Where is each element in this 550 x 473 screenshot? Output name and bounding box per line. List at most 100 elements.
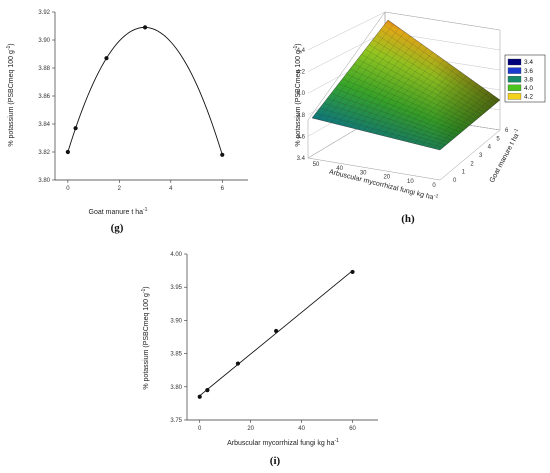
chart-h-z-tick-label: 3.6 [297, 134, 306, 140]
chart-g-x-tick-label: 2 [118, 186, 122, 192]
chart-h-legend-swatch [507, 58, 522, 66]
chart-h-y-axis-label: Goat manure t ha-1 [487, 128, 523, 184]
chart-i: 3.75 3.80 3.85 3.90 3.95 4.00 0 20 40 60 Arbuscul… [141, 252, 378, 467]
chart-h-x-tick-label: 50 [313, 162, 320, 168]
chart-g-data-point [73, 126, 78, 131]
chart-h-mesh-line [361, 54, 480, 118]
chart-g-x-tick-label: 4 [169, 186, 173, 192]
chart-g-y-tick-label: 3.88 [38, 66, 50, 72]
chart-i-data-point [197, 394, 202, 399]
chart-h-legend-label: 3.4 [524, 59, 533, 66]
chart-h-mesh-line [433, 95, 495, 149]
chart-h-x-tick-label: 0 [432, 183, 436, 189]
chart-h-x-tick-label: 40 [336, 166, 343, 172]
chart-h-y-tick-label: 5 [496, 136, 500, 142]
chart-g-fit-line [67, 26, 223, 155]
chart-g-axes: 3.80 3.82 3.84 3.86 3.88 3.90 3.92 0 2 4 6 [38, 10, 248, 192]
chart-h-grid-line [307, 11, 386, 51]
chart-h-mesh-line [365, 49, 483, 116]
chart-g: 3.80 3.82 3.84 3.86 3.88 3.90 3.92 0 2 4 6 Goat ma… [6, 10, 248, 234]
chart-g-x-tick-label: 0 [66, 186, 70, 192]
chart-i-data-point [274, 328, 279, 334]
chart-g-panel-label: (g) [111, 222, 124, 234]
chart-h-mesh-line [357, 59, 477, 121]
chart-g-data-point [220, 152, 225, 157]
chart-h-mesh-line [376, 34, 492, 108]
chart-i-data-point [350, 269, 355, 275]
chart-g-data-point [142, 25, 148, 30]
chart-h-y-tick-label: 0 [453, 178, 457, 184]
chart-h-mesh-line [368, 44, 486, 113]
chart-h-mesh-line [384, 24, 498, 103]
chart-h-x-tick-label: 10 [407, 179, 414, 185]
chart-h-z-axis-label: % potassium (PSBCmeq 100 g-1) [293, 43, 302, 146]
chart-h-surface-mesh [315, 23, 498, 149]
chart-g-x-tick-label: 6 [221, 186, 225, 192]
chart-h-mesh-line [375, 59, 445, 135]
chart-h-x-axis-label: Arbuscular mycorrhizal fungi kg ha-1 [328, 167, 439, 203]
chart-i-fit-line [199, 270, 353, 397]
chart-h-legend-label: 4.2 [524, 94, 533, 101]
chart-h-legend-swatch [507, 76, 522, 83]
chart-g-y-tick-label: 3.84 [38, 122, 50, 128]
chart-h-grid-line [307, 31, 386, 72]
chart-g-y-tick-label: 3.90 [38, 38, 50, 44]
chart-i-y-tick-label: 3.75 [170, 418, 182, 424]
chart-h-y-tick-label: 2 [470, 161, 474, 167]
chart-h-z-tick-label: 4.0 [297, 91, 306, 97]
chart-g-data-point [104, 56, 109, 61]
chart-i-y-tick-label: 4.00 [170, 252, 182, 258]
chart-h-y-tick-label: 1 [462, 170, 466, 176]
chart-i-x-axis-label: Arbuscular mycorrhizal fungi kg ha-1 [227, 438, 339, 447]
chart-i-y-tick-label: 3.95 [170, 285, 182, 291]
chart-g-y-tick-label: 3.86 [38, 94, 50, 100]
chart-h-legend-label: 3.8 [524, 76, 533, 83]
chart-g-data-point [65, 149, 70, 155]
chart-h-y-tick-label: 3 [479, 153, 483, 159]
chart-h-mesh-line [427, 91, 489, 147]
chart-i-x-tick-label: 60 [349, 426, 356, 432]
chart-h-y-tick-label: 4 [488, 145, 492, 151]
chart-i-panel-label: (i) [270, 455, 281, 467]
chart-h-z-tick-label: 4.2 [297, 70, 306, 76]
chart-h-mesh-line [407, 79, 473, 143]
chart-h-mesh-line [380, 29, 495, 106]
chart-i-data-point [235, 361, 241, 366]
chart-h-x-tick-label: 20 [383, 175, 390, 181]
chart-h-mesh-line [395, 71, 461, 139]
chart-g-y-tick-label: 3.82 [38, 150, 50, 156]
chart-h-mesh-line [353, 63, 474, 123]
chart-i-y-axis-label: % potassium (PSBCmeq 100 g-1) [141, 286, 150, 389]
chart-h-x-tick-label: 30 [360, 170, 367, 176]
chart-g-y-axis-label: % potassium (PSBCmeq 100 g-1) [6, 43, 15, 146]
chart-h-y-tick-label: 6 [505, 128, 509, 134]
chart-h-z-tick-label: 4.4 [297, 48, 306, 54]
chart-h-legend-swatch [507, 67, 522, 74]
chart-h-z-tick-label: 3.8 [297, 113, 306, 119]
chart-g-y-tick-label: 3.80 [38, 178, 50, 184]
chart-h-mesh-line [388, 67, 456, 138]
chart-g-x-axis-label: Goat manure t ha-1 [89, 207, 148, 216]
chart-h-surface-shade [312, 20, 500, 150]
chart-h-mesh-line [420, 87, 484, 146]
chart-h-mesh-line [372, 39, 489, 111]
chart-i-data-point [205, 388, 210, 393]
chart-h-mesh-line [382, 63, 450, 136]
chart-h-legend: 3.4 3.63.8 4.0 4.2 [504, 54, 546, 103]
chart-i-x-tick-label: 0 [198, 426, 202, 432]
chart-h-panel-label: (h) [401, 213, 415, 225]
chart-h-legend-label: 3.6 [524, 68, 533, 75]
chart-i-x-tick-label: 40 [298, 426, 305, 432]
chart-h-legend-swatch [507, 93, 522, 100]
chart-h-legend-label: 4.0 [524, 85, 533, 92]
chart-h-z-tick-label: 3.4 [297, 156, 306, 162]
chart-h-mesh-line [401, 75, 467, 141]
chart-h-grid-line [384, 11, 501, 31]
chart-h-legend-swatch [507, 84, 522, 91]
chart-i-axes: 3.75 3.80 3.85 3.90 3.95 4.00 0 20 40 60 [170, 252, 378, 432]
chart-i-y-tick-label: 3.90 [170, 318, 182, 324]
chart-i-y-tick-label: 3.80 [170, 385, 182, 391]
